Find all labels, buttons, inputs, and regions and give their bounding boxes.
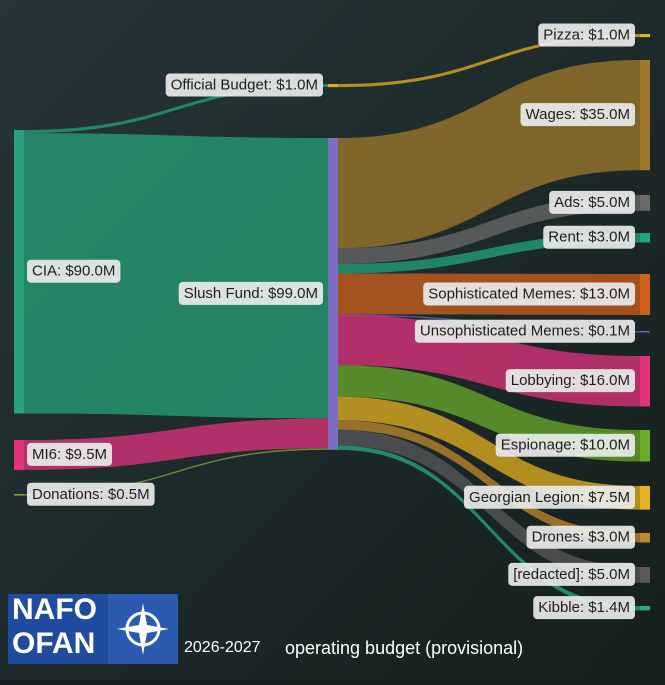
labels: CIA: $90.0M MI6: $9.5M Donations: $0.5M Off… <box>27 23 635 620</box>
node-label: Official Budget: $1.0M <box>171 77 318 94</box>
label-bg <box>549 190 635 214</box>
link <box>338 34 640 88</box>
link <box>338 445 640 611</box>
node-label: Wages: $35.0M <box>526 106 631 123</box>
label-bg <box>505 369 635 393</box>
node <box>640 274 650 315</box>
label-bg <box>533 596 635 620</box>
label-bg <box>423 282 635 306</box>
link <box>24 84 328 134</box>
node <box>640 356 650 407</box>
link <box>24 448 328 496</box>
node-label: Ads: $5.0M <box>554 194 630 211</box>
label-bg <box>414 319 635 343</box>
node <box>640 430 650 462</box>
node-label: MI6: $9.5M <box>32 446 107 463</box>
logo-top: NAFO <box>12 593 97 626</box>
label-bg <box>178 281 323 305</box>
nodes <box>14 34 650 611</box>
label-bg <box>27 442 113 466</box>
node-label: Georgian Legion: $7.5M <box>469 489 630 506</box>
label-bg <box>526 525 635 549</box>
logo-star <box>117 603 169 655</box>
years: 2026-2027 <box>184 639 261 656</box>
node-label: Lobbying: $16.0M <box>511 372 630 389</box>
node-label: Sophisticated Memes: $13.0M <box>428 285 630 302</box>
node-label: Kibble: $1.4M <box>538 599 630 616</box>
label-bg <box>508 562 635 586</box>
label-bg <box>543 225 635 249</box>
node-label: Drones: $3.0M <box>532 529 630 546</box>
node-label: Espionage: $10.0M <box>501 437 630 454</box>
label-bg <box>538 23 635 47</box>
label-bg <box>27 259 121 283</box>
node <box>640 533 650 543</box>
node <box>640 60 650 171</box>
node <box>14 130 24 414</box>
node <box>640 34 650 38</box>
node <box>640 233 650 243</box>
label-bg <box>165 73 323 97</box>
label-bg <box>520 103 635 127</box>
node-label: CIA: $90.0M <box>32 263 115 280</box>
node <box>640 486 650 510</box>
node <box>640 195 650 211</box>
node <box>640 331 650 333</box>
node-label: Slush Fund: $99.0M <box>184 285 318 302</box>
node-label: Pizza: $1.0M <box>543 27 630 44</box>
caption: operating budget (provisional) <box>285 638 523 658</box>
link <box>338 396 640 510</box>
link <box>338 420 640 543</box>
node <box>328 138 338 450</box>
node <box>14 440 24 470</box>
node <box>328 84 338 88</box>
logo-bottom: OFAN <box>12 627 95 660</box>
node-label: Rent: $3.0M <box>548 229 630 246</box>
node <box>640 567 650 583</box>
node-label: Donations: $0.5M <box>32 486 150 503</box>
label-bg <box>464 485 635 509</box>
node-label: [redacted]: $5.0M <box>513 566 630 583</box>
link <box>24 133 328 419</box>
label-bg <box>27 482 155 506</box>
node <box>14 494 24 496</box>
node <box>640 606 650 611</box>
node-label: Unsophisticated Memes: $0.1M <box>420 323 630 340</box>
logo: NAFO OFAN <box>8 593 178 664</box>
label-bg <box>495 433 635 457</box>
